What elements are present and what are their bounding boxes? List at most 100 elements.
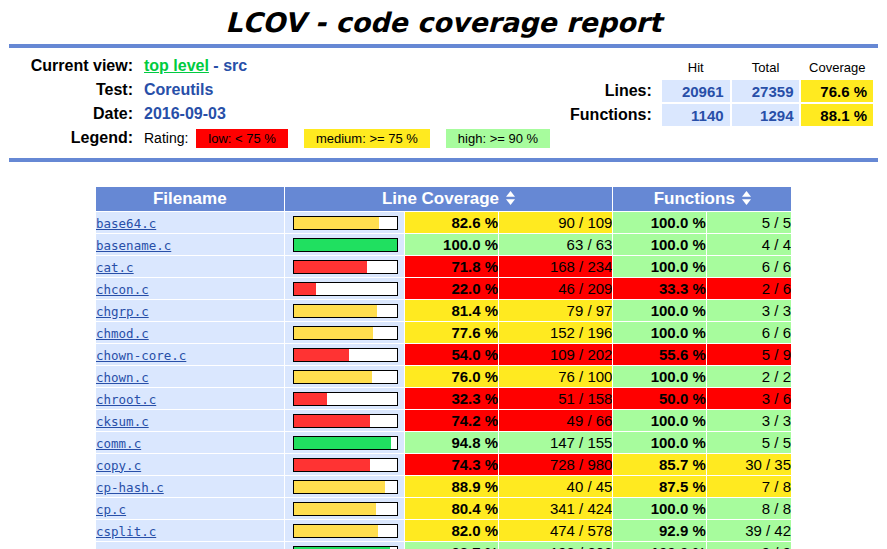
line-coverage-ratio: 51 / 158: [499, 388, 612, 409]
current-view-label: Current view:: [10, 54, 143, 78]
filename-cell: chown-core.c: [96, 344, 284, 365]
coverage-bar: [293, 238, 398, 252]
total-column-header: Total: [732, 56, 800, 78]
file-link[interactable]: chcon.c: [96, 282, 149, 297]
table-row: chroot.c32.3 %51 / 15850.0 %3 / 6: [96, 388, 791, 409]
filename-cell: base64.c: [96, 212, 284, 233]
top-level-link[interactable]: top level: [144, 57, 209, 74]
file-link[interactable]: copy.c: [96, 458, 141, 473]
functions-coverage-value: 88.1 %: [801, 104, 873, 126]
line-coverage-pct: 32.3 %: [405, 388, 498, 409]
filename-cell: chcon.c: [96, 278, 284, 299]
file-link[interactable]: comm.c: [96, 436, 141, 451]
file-link[interactable]: cut.c: [96, 546, 134, 549]
coverage-bar-fill: [294, 239, 397, 251]
line-coverage-ratio: 193 / 206: [499, 542, 612, 549]
table-row: chown-core.c54.0 %109 / 20255.6 %5 / 9: [96, 344, 791, 365]
coverage-bar-cell: [285, 432, 404, 453]
functions-ratio: 4 / 4: [707, 234, 791, 255]
coverage-bar-cell: [285, 520, 404, 541]
line-coverage-pct: 94.8 %: [405, 432, 498, 453]
functions-pct: 33.3 %: [613, 278, 705, 299]
functions-ratio: 8 / 8: [707, 498, 791, 519]
line-coverage-ratio: 168 / 234: [499, 256, 612, 277]
line-coverage-pct: 81.4 %: [405, 300, 498, 321]
coverage-bar-cell: [285, 542, 404, 549]
bottom-ruler: [9, 158, 878, 162]
coverage-bar-fill: [294, 305, 378, 317]
line-coverage-ratio: 49 / 66: [499, 410, 612, 431]
sort-updown-icon[interactable]: [742, 190, 751, 210]
summary-left: Current view: top level - src Test: Core…: [10, 54, 567, 150]
functions-ratio: 6 / 6: [707, 322, 791, 343]
functions-ratio: 30 / 35: [707, 454, 791, 475]
table-row: copy.c74.3 %728 / 98085.7 %30 / 35: [96, 454, 791, 475]
file-link[interactable]: chroot.c: [96, 392, 156, 407]
line-coverage-pct: 71.8 %: [405, 256, 498, 277]
sort-updown-icon[interactable]: [506, 190, 515, 210]
table-row: basename.c100.0 %63 / 63100.0 %4 / 4: [96, 234, 791, 255]
functions-pct: 87.5 %: [613, 476, 705, 497]
functions-pct: 55.6 %: [613, 344, 705, 365]
line-coverage-ratio: 152 / 196: [499, 322, 612, 343]
coverage-column-header: Coverage: [801, 56, 873, 78]
table-row: chcon.c22.0 %46 / 20933.3 %2 / 6: [96, 278, 791, 299]
filename-cell: chown.c: [96, 366, 284, 387]
file-link[interactable]: cat.c: [96, 260, 134, 275]
functions-column-header[interactable]: Functions: [613, 187, 791, 211]
line-coverage-ratio: 728 / 980: [499, 454, 612, 475]
coverage-bar-fill: [294, 503, 377, 515]
coverage-bar: [293, 392, 398, 406]
rating-label: Rating:: [144, 130, 188, 146]
coverage-bar-fill: [294, 371, 372, 383]
functions-ratio: 3 / 3: [707, 300, 791, 321]
line-coverage-ratio: 63 / 63: [499, 234, 612, 255]
line-coverage-column-header[interactable]: Line Coverage: [285, 187, 613, 211]
filename-cell: cat.c: [96, 256, 284, 277]
line-coverage-ratio: 40 / 45: [499, 476, 612, 497]
filename-cell: chroot.c: [96, 388, 284, 409]
coverage-bar-cell: [285, 366, 404, 387]
functions-pct: 50.0 %: [613, 388, 705, 409]
file-link[interactable]: cp-hash.c: [96, 480, 164, 495]
coverage-bar-fill: [294, 393, 327, 405]
line-coverage-pct: 88.9 %: [405, 476, 498, 497]
file-link[interactable]: chmod.c: [96, 326, 149, 341]
legend-medium-badge: medium: >= 75 %: [304, 129, 430, 148]
file-link[interactable]: chgrp.c: [96, 304, 149, 319]
coverage-bar-fill: [294, 283, 317, 295]
functions-pct: 100.0 %: [613, 300, 705, 321]
file-link[interactable]: cp.c: [96, 502, 126, 517]
coverage-bar-fill: [294, 481, 386, 493]
line-coverage-ratio: 147 / 155: [499, 432, 612, 453]
functions-ratio: 2 / 2: [707, 366, 791, 387]
functions-pct: 92.9 %: [613, 520, 705, 541]
file-link[interactable]: chown-core.c: [96, 348, 186, 363]
line-coverage-pct: 74.3 %: [405, 454, 498, 475]
file-link[interactable]: chown.c: [96, 370, 149, 385]
lines-coverage-value: 76.6 %: [801, 80, 873, 102]
file-link[interactable]: cksum.c: [96, 414, 149, 429]
legend-high-badge: high: >= 90 %: [446, 129, 550, 148]
line-coverage-pct: 82.6 %: [405, 212, 498, 233]
filename-cell: chmod.c: [96, 322, 284, 343]
line-coverage-pct: 80.4 %: [405, 498, 498, 519]
functions-pct: 100.0 %: [613, 322, 705, 343]
line-coverage-pct: 82.0 %: [405, 520, 498, 541]
coverage-bar-cell: [285, 388, 404, 409]
file-link[interactable]: base64.c: [96, 216, 156, 231]
coverage-bar-fill: [294, 261, 368, 273]
coverage-bar-cell: [285, 278, 404, 299]
functions-pct: 100.0 %: [613, 410, 705, 431]
summary-header: Current view: top level - src Test: Core…: [10, 54, 877, 150]
functions-hit-value: 1140: [662, 104, 730, 126]
coverage-bar-fill: [294, 525, 378, 537]
line-coverage-ratio: 76 / 100: [499, 366, 612, 387]
filename-cell: copy.c: [96, 454, 284, 475]
top-ruler: [9, 44, 878, 48]
coverage-bar-fill: [294, 349, 350, 361]
current-view-value: src: [223, 57, 247, 74]
file-link[interactable]: basename.c: [96, 238, 171, 253]
filename-cell: cksum.c: [96, 410, 284, 431]
file-link[interactable]: csplit.c: [96, 524, 156, 539]
